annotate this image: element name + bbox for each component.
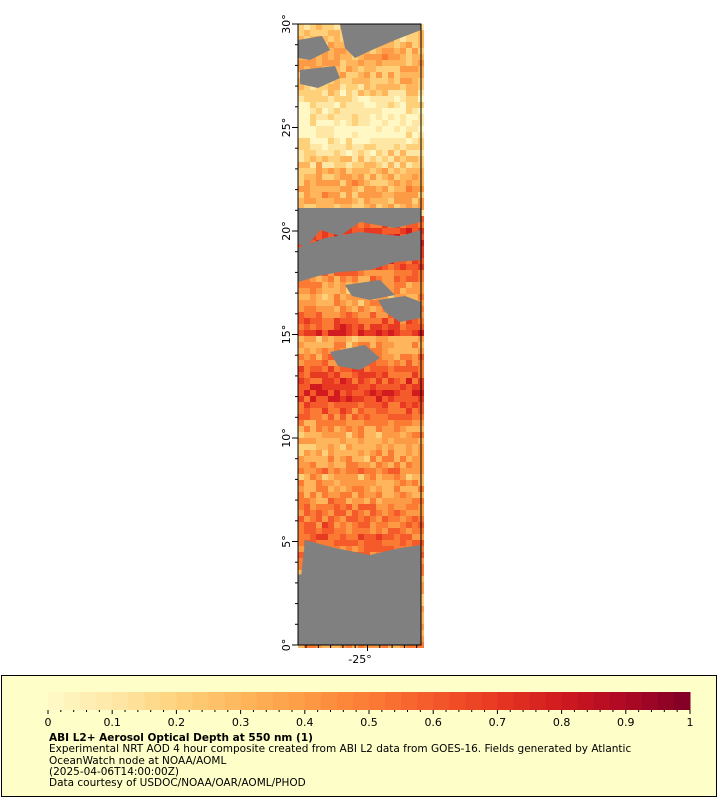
- colorbar-cells: [48, 692, 691, 710]
- colorbar-tick-label: 0.3: [232, 716, 250, 729]
- caption-line-4: Data courtesy of USDOC/NOAA/OAR/AOML/PHO…: [49, 777, 306, 790]
- colorbar-tick-label: 1: [687, 716, 694, 729]
- lat-tick-label: 10°: [280, 428, 293, 448]
- colorbar-tick-label: 0: [45, 716, 52, 729]
- colorbar-ticks: 0 0.1 0.2 0.3 0.4 0.5 0.6 0.7 0.8 0.9 1: [45, 710, 694, 729]
- lat-tick-label: 25°: [280, 118, 293, 138]
- longitude-axis: -25°: [305, 645, 418, 666]
- colorbar-tick-label: 0.7: [489, 716, 507, 729]
- colorbar-tick-label: 0.8: [553, 716, 571, 729]
- colorbar-tick-label: 0.2: [168, 716, 186, 729]
- lat-tick-label: 30°: [280, 14, 293, 34]
- caption-line-3: (2025-04-06T14:00:00Z): [49, 765, 179, 778]
- lat-tick-label: 0°: [280, 639, 293, 652]
- colorbar-tick-label: 0.4: [296, 716, 314, 729]
- aod-map: 0° 5° 10° 15° 20° 25° 30° -25°: [280, 14, 424, 666]
- lat-tick-label: 15°: [280, 325, 293, 345]
- colorbar-tick-label: 0.1: [103, 716, 121, 729]
- colorbar: 0 0.1 0.2 0.3 0.4 0.5 0.6 0.7 0.8 0.9 1: [45, 692, 694, 729]
- legend-panel: 0 0.1 0.2 0.3 0.4 0.5 0.6 0.7 0.8 0.9 1 ABI L2+ Ae…: [1, 675, 717, 797]
- lon-tick-label: -25°: [348, 653, 371, 666]
- colorbar-tick-label: 0.5: [360, 716, 378, 729]
- lat-tick-label: 5°: [280, 535, 293, 548]
- caption-line-2: OceanWatch node at NOAA/AOML: [49, 754, 227, 767]
- colorbar-tick-label: 0.6: [424, 716, 442, 729]
- colorbar-tick-label: 0.9: [617, 716, 635, 729]
- lat-tick-label: 20°: [280, 221, 293, 241]
- legend-title: ABI L2+ Aerosol Optical Depth at 550 nm …: [49, 732, 313, 744]
- caption-line-1: Experimental NRT AOD 4 hour composite cr…: [49, 743, 632, 756]
- land-mask: [298, 24, 421, 645]
- latitude-axis: 0° 5° 10° 15° 20° 25° 30°: [280, 14, 298, 651]
- caption: ABI L2+ Aerosol Optical Depth at 550 nm …: [49, 732, 709, 790]
